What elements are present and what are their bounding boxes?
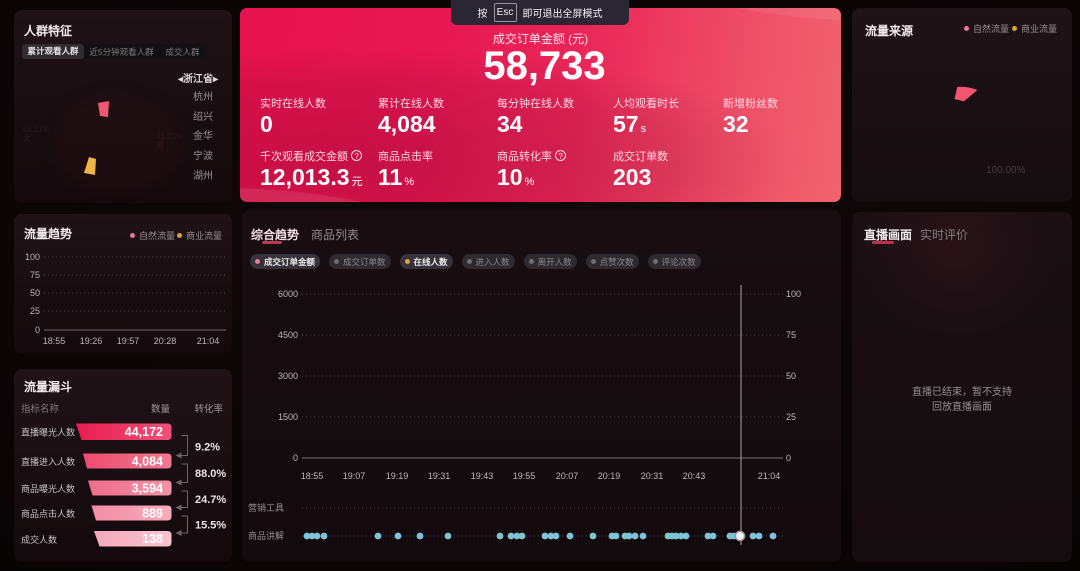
svg-text:商品讲解: 商品讲解 [248,530,284,541]
svg-text:20:07: 20:07 [556,471,579,481]
svg-text:19:07: 19:07 [343,471,366,481]
svg-text:75: 75 [30,270,40,280]
svg-text:18:55: 18:55 [301,471,324,481]
svg-text:19:57: 19:57 [117,336,140,346]
svg-text:成交人数: 成交人数 [21,534,57,545]
svg-text:0: 0 [35,325,40,335]
svg-text:19:43: 19:43 [471,471,494,481]
svg-text:24.7%: 24.7% [195,494,226,506]
svg-text:商品曝光人数: 商品曝光人数 [21,483,75,494]
svg-text:15.5%: 15.5% [195,520,226,532]
svg-text:商品点击人数: 商品点击人数 [21,508,75,519]
svg-text:100: 100 [25,252,40,262]
svg-text:19:19: 19:19 [386,471,409,481]
svg-text:20:43: 20:43 [683,471,706,481]
svg-text:88.0%: 88.0% [195,468,226,480]
svg-text:21:04: 21:04 [197,336,220,346]
svg-text:0: 0 [293,453,298,463]
svg-text:21:04: 21:04 [758,471,781,481]
svg-text:直播进入人数: 直播进入人数 [21,456,75,467]
svg-text:75: 75 [786,330,796,340]
svg-text:20:28: 20:28 [154,336,177,346]
svg-text:50: 50 [30,288,40,298]
svg-text:9.2%: 9.2% [195,442,220,454]
svg-text:889: 889 [142,507,163,521]
svg-text:100: 100 [786,289,801,299]
svg-text:25: 25 [786,412,796,422]
svg-text:3000: 3000 [278,371,298,381]
svg-text:20:19: 20:19 [598,471,621,481]
svg-text:100.00%: 100.00% [986,165,1026,176]
svg-text:4,084: 4,084 [132,455,163,469]
svg-text:138: 138 [142,532,163,546]
svg-text:18:55: 18:55 [43,336,66,346]
svg-text:19:55: 19:55 [513,471,536,481]
svg-text:25: 25 [30,306,40,316]
svg-text:4500: 4500 [278,330,298,340]
svg-text:19:26: 19:26 [80,336,103,346]
svg-text:0: 0 [786,453,791,463]
svg-text:营销工具: 营销工具 [248,502,284,513]
svg-text:20:31: 20:31 [641,471,664,481]
svg-text:3,594: 3,594 [132,482,163,496]
svg-text:19:31: 19:31 [428,471,451,481]
svg-text:直播曝光人数: 直播曝光人数 [21,427,75,438]
svg-text:6000: 6000 [278,289,298,299]
svg-text:1500: 1500 [278,412,298,422]
svg-text:50: 50 [786,371,796,381]
svg-text:44,172: 44,172 [125,425,163,439]
